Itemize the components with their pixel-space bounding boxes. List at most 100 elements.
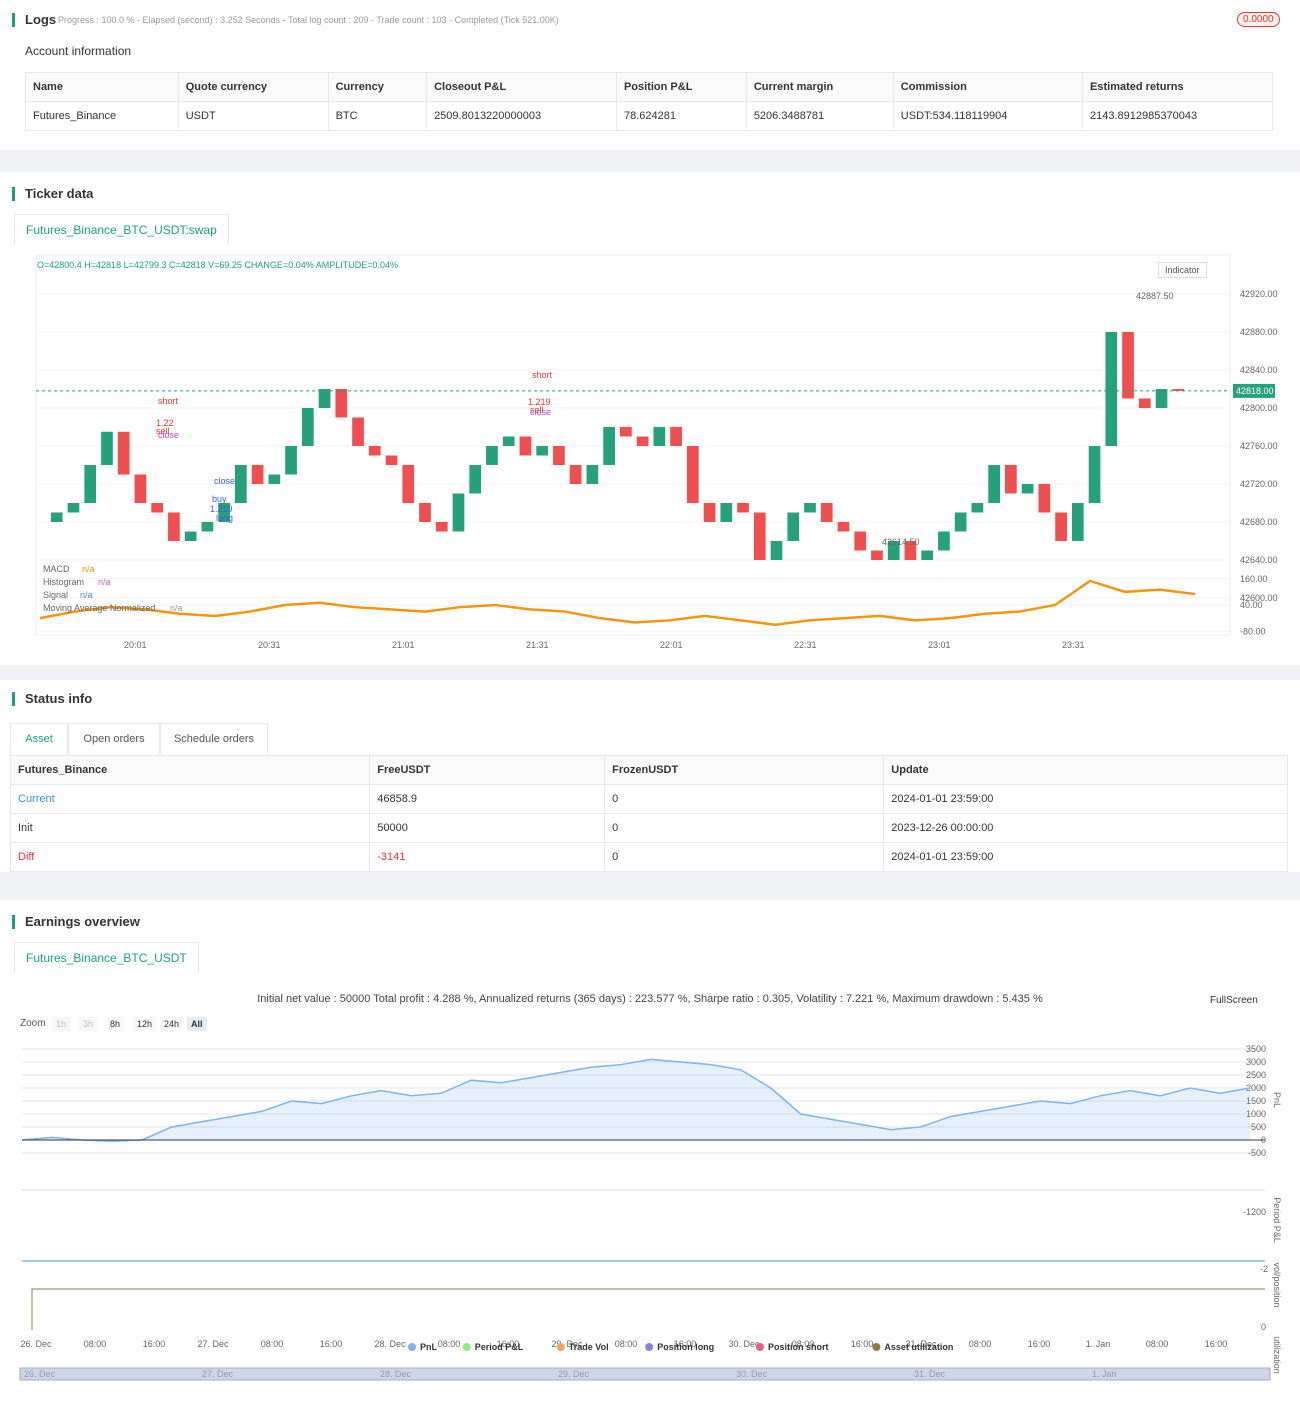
utilization-line: [31, 1288, 1265, 1330]
trade-annotation: 1.22: [156, 418, 174, 428]
navigator-label: 28. Dec: [380, 1369, 412, 1379]
y-tick-label: 1500: [1246, 1096, 1266, 1106]
candle: [703, 503, 716, 522]
candle: [117, 431, 130, 475]
fullscreen[interactable]: FullScreen: [1210, 995, 1258, 1006]
y-tick-label: 42920.00: [1240, 289, 1278, 299]
candle: [653, 427, 666, 446]
candle: [670, 427, 682, 446]
status-tab[interactable]: Asset: [10, 723, 68, 754]
cell: 0: [604, 842, 885, 872]
zoom-button[interactable]: All: [187, 1017, 207, 1031]
candle: [636, 436, 649, 446]
cell: 2509.8013220000003: [426, 101, 617, 131]
candle: [1088, 446, 1101, 503]
candle: [1055, 512, 1067, 541]
earnings-chart: 3500 3000 2500 2000 1500 1000 500 0 -500 -1200 -2 0…: [19, 1044, 1282, 1381]
candle: [686, 446, 699, 503]
zoom-button[interactable]: 24h: [160, 1017, 184, 1031]
candle: [536, 446, 549, 456]
status-card: Status info Asset Open orders Schedule ord…: [0, 680, 1300, 872]
navigator-label: 31. Dec: [914, 1369, 946, 1379]
y-tick-label: 3000: [1246, 1057, 1266, 1067]
y-tick-label: 42880.00: [1240, 327, 1278, 337]
header-cell: Commission: [892, 72, 1084, 102]
axis-title: Period P&L: [1272, 1197, 1282, 1243]
y-tick-label: 42760.00: [1240, 441, 1278, 451]
candle: [904, 541, 917, 560]
x-tick-label: 22:01: [660, 640, 683, 650]
x-tick-label: 23:01: [928, 640, 951, 650]
trade-annotation: close: [158, 430, 179, 440]
legend-marker: [756, 1343, 764, 1351]
y-tick-label: 42600.00: [1240, 593, 1278, 603]
candle: [787, 512, 800, 541]
x-tick-label: 20:31: [258, 640, 281, 650]
candle: [854, 531, 867, 551]
indicator-btn[interactable]: Indicator: [1158, 262, 1207, 278]
x-tick-label: 21:31: [526, 640, 549, 650]
pnl-area: [22, 1059, 1250, 1142]
ohlc: O=42800.4 H=42818 L=42799.3 C=42818 V=69…: [37, 260, 398, 270]
axis-title: PnL: [1272, 1092, 1282, 1108]
cell: 0: [604, 784, 885, 814]
legend-name: Histogram: [43, 577, 84, 587]
legend-marker: [872, 1343, 881, 1351]
legend-item: Position short: [768, 1342, 829, 1352]
trade-annotation: 1.219: [528, 397, 551, 407]
x-tick-label: 21:01: [392, 640, 415, 650]
logs-card: Logs Progress : 100.0 % - Elapsed (secon…: [0, 0, 1300, 150]
trade-annotation: sell: [530, 405, 544, 415]
legend-value: n/a: [170, 603, 183, 613]
zoom-button[interactable]: 1h: [52, 1017, 71, 1031]
trade-annotation: sell: [156, 426, 170, 436]
pnl-line: [21, 1058, 1251, 1143]
util-tick: 0: [1261, 1322, 1266, 1332]
candle: [737, 503, 749, 513]
candle: [435, 522, 448, 532]
navigator-label: 27. Dec: [202, 1369, 234, 1379]
legend-item: Period P&L: [475, 1342, 524, 1352]
x-tick-label: 08:00: [84, 1339, 107, 1349]
x-tick-label: 08:00: [792, 1339, 815, 1349]
candle: [837, 522, 850, 532]
legend-item: Trade Vol: [569, 1342, 609, 1352]
x-tick-label: 16:00: [851, 1339, 874, 1349]
legend-item: Asset utilization: [884, 1342, 953, 1352]
candle: [352, 417, 364, 446]
candle: [419, 503, 431, 522]
ticker-tab[interactable]: Futures_Binance_BTC_USDT:swap: [14, 214, 229, 245]
status-tab[interactable]: Schedule orders: [160, 723, 268, 754]
position-tick: -2: [1260, 1264, 1268, 1274]
macd-tick-label: 160.00: [1240, 574, 1268, 584]
zoom-button[interactable]: 3h: [79, 1017, 98, 1031]
y-tick-label: 500: [1251, 1122, 1266, 1132]
header-cell: Currency: [327, 72, 428, 102]
earnings-tab[interactable]: Futures_Binance_BTC_USDT: [14, 942, 199, 973]
zoom-button[interactable]: 12h: [133, 1017, 157, 1031]
legend-item: Position long: [657, 1342, 714, 1352]
candle: [335, 389, 348, 418]
candle: [201, 522, 214, 532]
row: Futures_Binance USDT BTC 2509.8013220000003…: [25, 101, 1273, 131]
kline-chart: 42920.00 42880.00 42840.00 42800.00 42760.00…: [35, 254, 1278, 650]
cell: 46858.9: [369, 784, 606, 814]
cell: 50000: [369, 813, 606, 843]
candle: [1172, 389, 1185, 391]
y-tick-label: 2500: [1246, 1070, 1266, 1080]
zoom-button[interactable]: 8h: [106, 1017, 125, 1031]
last-price-box: [1233, 383, 1275, 398]
cell: Current: [9, 784, 371, 814]
account-title: Account information: [25, 44, 132, 58]
candle: [804, 503, 816, 513]
status-tab[interactable]: Open orders: [68, 723, 160, 754]
legend-name: MACD: [43, 564, 70, 574]
macd-tick-label: -80.00: [1240, 626, 1266, 636]
legend-name: Signal: [43, 590, 68, 600]
header-row: Futures_Binance FreeUSDT FrozenUSDT Update: [9, 755, 1288, 785]
candle: [402, 465, 415, 503]
cell: 2024-01-01 23:59:00: [883, 784, 1288, 814]
candle: [1021, 484, 1034, 494]
x-tick-label: 16:00: [1028, 1339, 1051, 1349]
candle: [168, 512, 180, 541]
